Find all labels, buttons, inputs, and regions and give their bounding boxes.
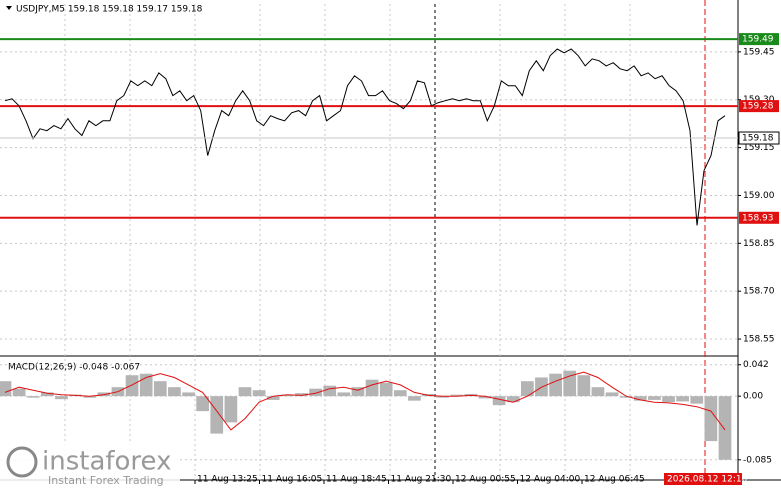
time-marker-label: 2026.08.12 12:10 (667, 475, 748, 485)
x-tick-label: 11 Aug 16:05 (262, 475, 323, 485)
watermark-brand: instaforex (42, 447, 171, 477)
macd-bar (690, 396, 704, 404)
macd-bar (168, 387, 181, 397)
menu-arrow (6, 6, 12, 10)
level-label: 159.28 (742, 102, 774, 112)
last-price-box (738, 131, 780, 145)
macd-bar (0, 381, 12, 397)
x-tick-label: 12 Aug 06:45 (584, 475, 645, 485)
watermark-logo (6, 446, 38, 478)
x-tick-label: 11 Aug 13:25 (197, 475, 258, 485)
macd-bar (365, 379, 379, 397)
macd-bar (266, 396, 280, 400)
macd-bar (450, 394, 464, 397)
y-tick-label: 158.70 (743, 287, 775, 297)
y-tick-label: 159.45 (743, 47, 775, 57)
level-label: 159.49 (742, 35, 774, 45)
macd-bar (393, 390, 407, 397)
macd-bar (436, 396, 449, 398)
level-box (739, 100, 779, 113)
macd-bar (351, 387, 365, 397)
macd-bar (619, 396, 633, 398)
time-marker-box (664, 473, 742, 485)
macd-bar (379, 382, 393, 397)
x-tick-label: 11 Aug 18:45 (326, 475, 387, 485)
macd-bar (577, 375, 591, 397)
watermark: instaforex Instant Forex Trading (0, 444, 180, 489)
y-tick-label: 159.15 (743, 143, 775, 153)
macd-bar (309, 388, 322, 397)
macd-bar (55, 396, 68, 400)
price-line (4, 48, 726, 226)
macd-bar (295, 393, 308, 397)
macd-bar (238, 387, 252, 397)
macd-bar (633, 396, 647, 401)
macd-bar (153, 381, 167, 397)
macd-bar (521, 381, 534, 397)
level-label: 158.93 (742, 213, 774, 223)
level-box (739, 33, 779, 46)
macd-bar (196, 396, 209, 412)
macd-bar (12, 388, 26, 397)
last-price-label: 159.18 (742, 134, 774, 144)
y-tick-label: 0.042 (743, 360, 769, 370)
x-tick-label: 11 Aug 21:30 (391, 475, 452, 485)
macd-bar (408, 396, 421, 401)
x-tick-label: 12 Aug 00:55 (455, 475, 516, 485)
macd-bar (224, 396, 238, 423)
y-tick-label: 159.00 (743, 191, 775, 201)
macd-bar (125, 375, 139, 397)
macd-bar (662, 396, 675, 403)
macd-bar (182, 392, 195, 397)
macd-bar (210, 396, 224, 434)
macd-bar (323, 385, 337, 397)
watermark-tagline: Instant Forex Trading (48, 474, 164, 487)
y-tick-label: 158.55 (743, 335, 775, 345)
y-tick-label: -0.085 (743, 455, 772, 465)
macd-bar (478, 396, 492, 399)
macd-bar (605, 392, 619, 397)
y-tick-label: 0.00 (743, 392, 763, 402)
macd-bar (591, 387, 605, 397)
chart-title: USDJPY,M5 159.18 159.18 159.17 159.18 (16, 5, 203, 15)
macd-bar (549, 373, 562, 397)
y-tick-label: 158.85 (743, 239, 775, 249)
macd-bar (648, 396, 661, 400)
macd-bar (337, 392, 351, 397)
macd-bar (281, 394, 294, 397)
macd-bar (26, 396, 40, 398)
macd-bar (492, 396, 506, 406)
x-tick-label: 12 Aug 04:00 (520, 475, 581, 485)
macd-bar (41, 392, 54, 397)
macd-bar (83, 396, 97, 398)
macd-title: MACD(12,26,9) -0.048 -0.067 (8, 363, 140, 373)
signal-line (4, 371, 726, 431)
macd-bar (704, 396, 718, 442)
macd-bar (676, 396, 689, 402)
level-box (739, 211, 779, 224)
macd-bar (506, 396, 520, 403)
macd-bar (718, 396, 732, 460)
macd-bar (252, 390, 266, 397)
